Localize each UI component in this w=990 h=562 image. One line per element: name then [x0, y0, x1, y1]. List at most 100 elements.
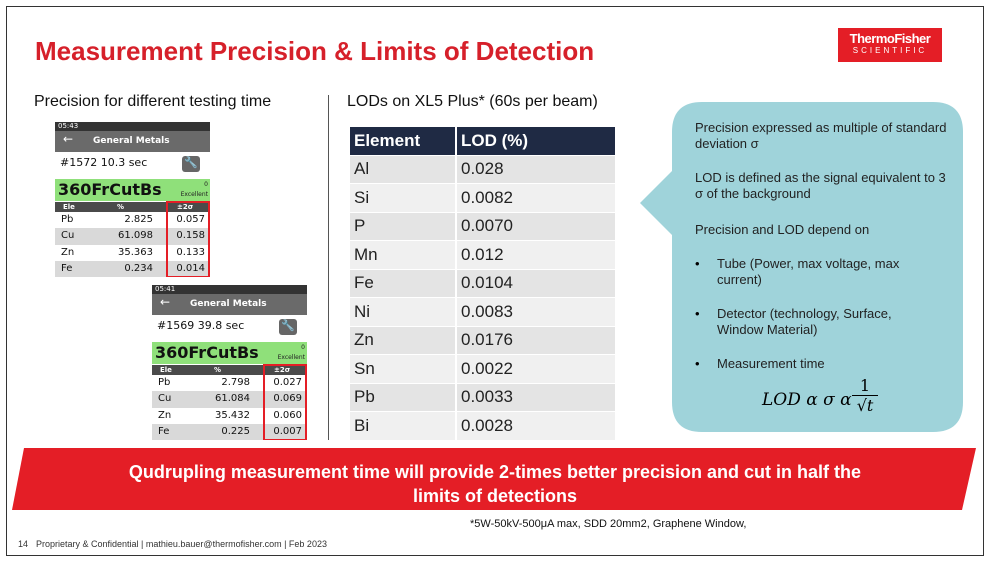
- footnote: *5W-50kV-500μA max, SDD 20mm2, Graphene …: [470, 518, 747, 530]
- grade: 360FrCutBs: [58, 180, 162, 199]
- cell-value: 0.007: [273, 425, 302, 437]
- row-bg: [152, 407, 307, 424]
- banner-bg: [12, 448, 976, 510]
- element: Cu: [61, 230, 75, 242]
- cell-value: 0.060: [273, 409, 302, 421]
- element: Fe: [61, 262, 73, 274]
- cell-value: 0.133: [176, 246, 205, 258]
- formula-denominator: √t: [852, 395, 878, 415]
- row-bg: [152, 391, 307, 408]
- lod-value: 0.0082: [455, 183, 615, 212]
- row-bg: [55, 212, 210, 229]
- slide-border: [6, 6, 984, 556]
- column-header: ±2σ: [274, 366, 291, 374]
- match: Excellent: [277, 354, 305, 361]
- status-bar: [152, 285, 307, 294]
- footer-text: Proprietary & Confidential | mathieu.bau…: [36, 539, 327, 549]
- score: 0: [204, 181, 208, 188]
- lod-value: 0.0033: [455, 383, 615, 412]
- element-name: Bi: [354, 416, 370, 435]
- element-name: Al: [354, 159, 370, 179]
- note-text: Precision and LOD depend on: [695, 222, 870, 237]
- cell-value: 0.158: [176, 230, 205, 242]
- device-time: 05:43: [58, 122, 79, 130]
- lod-value: 0.012: [455, 240, 615, 269]
- device-title: General Metals: [93, 136, 170, 146]
- element-name: Sn: [354, 358, 375, 378]
- lod-table: Element LOD (%) Al 0.028 Si 0.0082 P 0.0070 Mn 0.…: [350, 127, 615, 440]
- cell-value: 0.057: [176, 214, 205, 225]
- cell-value: 35.432: [215, 409, 250, 421]
- status-bar: [55, 122, 210, 131]
- page-number: 14: [18, 539, 29, 549]
- table-head: [152, 365, 307, 375]
- lod-value: 0.028: [455, 155, 615, 184]
- element-name: Ni: [354, 301, 371, 321]
- lod-value: 0.0070: [455, 212, 615, 241]
- element: Cu: [158, 393, 172, 405]
- score: 0: [301, 344, 305, 351]
- row-bg: [55, 260, 210, 277]
- highlight-box: [166, 201, 210, 277]
- cell-value: 61.084: [215, 393, 250, 405]
- lod-value: 0.0083: [455, 297, 615, 326]
- precision-heading: Precision for different testing time: [34, 93, 272, 110]
- cell-value: 0.069: [273, 393, 302, 405]
- table-head: [55, 202, 210, 212]
- element-name: Zn: [354, 330, 374, 350]
- column-header: Element: [354, 130, 421, 150]
- row-bg: [55, 228, 210, 245]
- device-screen: 05:41 ← General Metals #1569 39.8 sec 🔧 360Fr…: [152, 285, 307, 440]
- bullet-text: Detector (technology, Surface, Window Ma…: [717, 306, 892, 337]
- grade: 360FrCutBs: [155, 343, 259, 362]
- table-row: Mn 0.012: [350, 240, 615, 269]
- note-text: Precision expressed as multiple of stand…: [695, 120, 947, 151]
- table-row: Pb 0.0033: [350, 383, 615, 412]
- cell-value: 35.363: [118, 246, 153, 258]
- element: Pb: [61, 214, 74, 225]
- wrench-icon: 🔧: [182, 156, 200, 172]
- table-row: Si 0.0082: [350, 183, 615, 212]
- reading: #1569 39.8 sec: [157, 319, 245, 332]
- element: Fe: [158, 425, 170, 437]
- column-header: Ele: [160, 366, 172, 374]
- column-header: %: [214, 366, 222, 374]
- element-name: Pb: [354, 387, 375, 407]
- table-row: Sn 0.0022: [350, 354, 615, 383]
- reading: #1572 10.3 sec: [60, 156, 148, 169]
- bubble-shape: [640, 102, 963, 432]
- divider: [328, 95, 329, 440]
- note-bubble: [640, 102, 963, 432]
- note-text: LOD is defined as the signal equivalent …: [695, 170, 946, 201]
- row-bg: [152, 375, 307, 392]
- element: Zn: [158, 409, 172, 421]
- element-name: P: [354, 216, 366, 236]
- wrench-icon: 🔧: [279, 319, 297, 335]
- element-name: Mn: [354, 244, 378, 264]
- column-header: LOD (%): [455, 127, 615, 155]
- back-arrow: ←: [63, 132, 74, 146]
- grade-bar: [55, 179, 210, 201]
- slide-title: Measurement Precision & Limits of Detect…: [35, 36, 595, 66]
- bullet-dot: •: [695, 356, 700, 371]
- formula: LOD α σ α: [762, 390, 852, 410]
- bullet-dot: •: [695, 306, 700, 321]
- row-bg: [152, 423, 307, 440]
- lod-value: 0.0028: [455, 411, 615, 440]
- cell-value: 2.825: [124, 214, 153, 225]
- highlight-box: [263, 364, 307, 440]
- lod-value: 0.0176: [455, 326, 615, 355]
- cell-value: 2.798: [221, 377, 250, 388]
- row-bg: [55, 244, 210, 261]
- table-row: Al 0.028: [350, 155, 615, 184]
- device-title: General Metals: [190, 299, 267, 309]
- match: Excellent: [180, 191, 208, 198]
- table-header-row: Element LOD (%): [350, 127, 615, 155]
- banner-text: Qudrupling measurement time will provide…: [128, 462, 862, 506]
- element-name: Fe: [354, 273, 374, 293]
- bullet-dot: •: [695, 256, 700, 271]
- lod-value: 0.0104: [455, 269, 615, 298]
- column-header: ±2σ: [177, 203, 194, 211]
- cell-value: 0.225: [221, 425, 250, 437]
